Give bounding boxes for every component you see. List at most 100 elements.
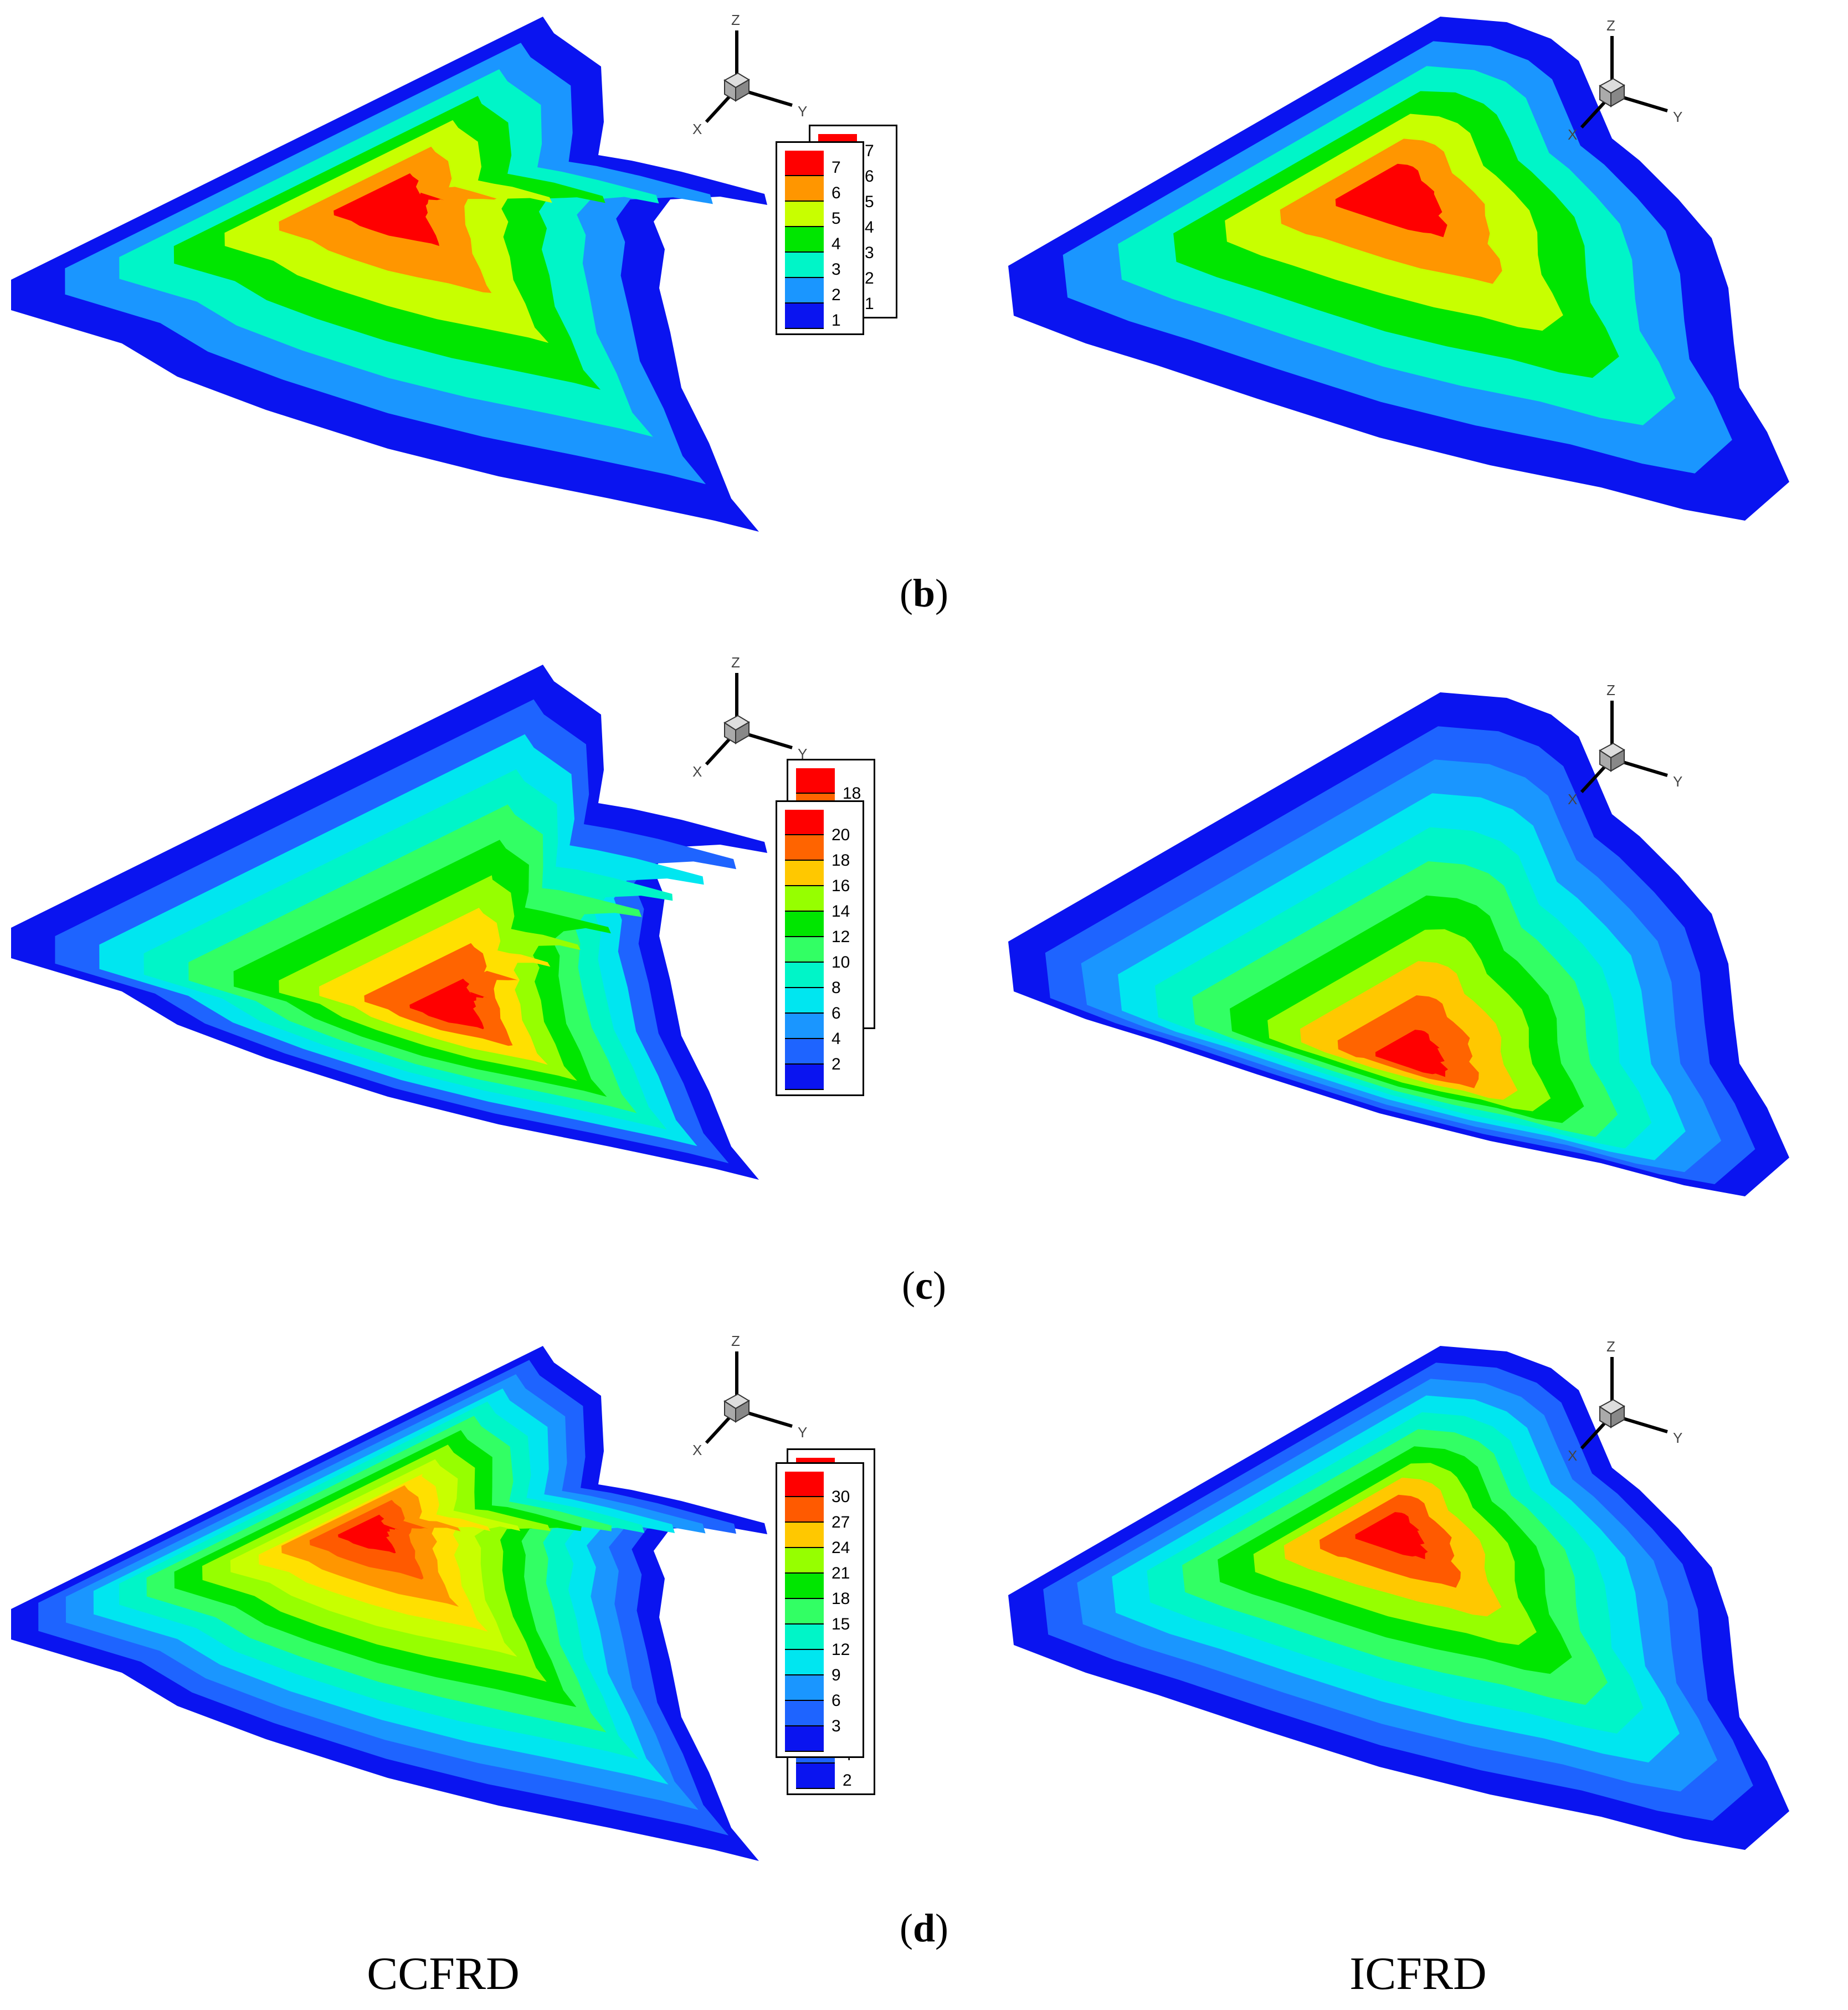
axis-label-y: Y [798,103,807,120]
legend-swatch [785,176,824,202]
contour-band-4-12 [338,1514,399,1554]
axis-label-z: Z [731,1333,740,1349]
legend-level-label: 2 [843,1771,852,1790]
contour-band-0-6 [333,173,444,246]
contour-band-1-6 [1335,163,1447,238]
legend-swatch [785,1523,824,1548]
legend-level-label: 3 [831,260,841,279]
contour-plot-b-ccfrd [11,17,767,532]
legend-level-label: 1 [865,295,874,313]
legend-level-label: 1 [831,311,841,330]
legend-swatch [785,1599,824,1625]
legend-level-label: 20 [831,826,850,844]
legend-swatch [785,861,824,886]
axis-label-x: X [1568,791,1577,808]
legend-level-label: 7 [831,158,841,177]
axis-label-x: X [692,1442,702,1458]
legend-swatch [785,227,824,253]
panel-b-icfrd [992,0,1848,579]
legend-swatch [785,1548,824,1574]
panel-d-ccfrd [0,1329,924,1908]
legend-level-label: 10 [831,953,850,971]
legend-level-label: 7 [865,142,874,160]
legend-swatch [785,202,824,227]
column-label-icfrd: ICFRD [1349,1948,1487,1999]
contour-plot-c-icfrd [1008,692,1789,1196]
legend-level-label: 18 [831,851,850,870]
legend-swatch [785,253,824,278]
legend-level-label: 15 [831,1615,850,1633]
legend-swatch [785,1574,824,1599]
axis-triad: Z Y X [692,1333,807,1458]
legend-level-label: 24 [831,1539,850,1557]
axis-label-y: Y [1673,773,1682,790]
axis-label-y: Y [798,746,807,762]
axis-triad: Z Y X [1568,682,1682,808]
legend-d-icfrd: 30 27 24 21 18 15 12 9 6 3 [776,1462,864,1758]
contour-plot-d-icfrd [1008,1346,1789,1850]
legend-level-label: 6 [831,1004,841,1022]
legend-level-label: 6 [865,167,874,186]
axis-label-z: Z [1606,17,1615,34]
legend-level-label: 6 [831,184,841,202]
axis-triad: Z Y X [692,654,807,780]
axis-label-y: Y [1673,1430,1682,1446]
legend-level-label: 4 [831,1030,841,1048]
contour-plot-b-icfrd [1008,17,1789,521]
axis-label-x: X [692,121,702,137]
legend-level-label: 9 [831,1666,841,1684]
contour-band-5-10 [1355,1512,1428,1560]
legend-swatch [785,963,824,988]
column-label-ccfrd: CCFRD [367,1948,520,1999]
legend-swatch [785,1497,824,1523]
contour-plot-d-ccfrd [11,1346,767,1861]
legend-swatch [785,1650,824,1675]
legend-level-label: 14 [831,902,850,921]
legend-level-label: 18 [843,784,861,803]
legend-level-label: 27 [831,1513,850,1531]
panel-c-ccfrd [0,648,924,1227]
caption-d: (d) [899,1906,948,1950]
axis-label-y: Y [1673,109,1682,125]
legend-level-label: 2 [831,286,841,304]
legend-level-label: 30 [831,1488,850,1506]
legend-swatch [785,835,824,861]
legend-swatch [785,988,824,1014]
legend-swatch [785,1726,824,1752]
axis-label-z: Z [1606,1338,1615,1355]
legend-swatch [785,937,824,963]
legend-swatch [785,912,824,937]
contour-plot-c-ccfrd [11,665,767,1180]
legend-swatch [785,1675,824,1701]
legend-level-label: 2 [865,269,874,287]
axis-triad: Z Y X [692,12,807,137]
axis-label-x: X [1568,126,1577,143]
legend-level-label: 3 [831,1717,841,1735]
legend-swatch [785,1065,824,1090]
axis-label-z: Z [731,12,740,28]
caption-b: (b) [899,571,948,615]
legend-b-icfrd: 7 6 5 4 3 2 1 [776,141,864,335]
legend-swatch [796,1764,835,1789]
contour-band-3-10 [1375,1030,1448,1077]
legend-swatch [785,886,824,912]
axis-label-y: Y [798,1424,807,1441]
axis-label-x: X [1568,1447,1577,1464]
caption-c: (c) [902,1263,946,1308]
legend-level-label: 6 [831,1692,841,1710]
legend-level-label: 5 [831,209,841,228]
legend-level-label: 16 [831,877,850,895]
legend-level-label: 5 [865,193,874,211]
legend-swatch [785,1472,824,1497]
legend-swatch [785,1039,824,1065]
legend-swatch [785,278,824,304]
axis-label-z: Z [731,654,740,671]
panel-d-icfrd [992,1329,1848,1908]
legend-swatch [785,1625,824,1650]
legend-level-label: 18 [831,1590,850,1608]
contour-band-2-9 [409,979,488,1030]
legend-swatch [796,768,835,794]
legend-level-label: 12 [831,1641,850,1659]
legend-c-icfrd: 20 18 16 14 12 10 8 6 4 2 [776,800,864,1096]
axis-triad: Z Y X [1568,1338,1682,1464]
